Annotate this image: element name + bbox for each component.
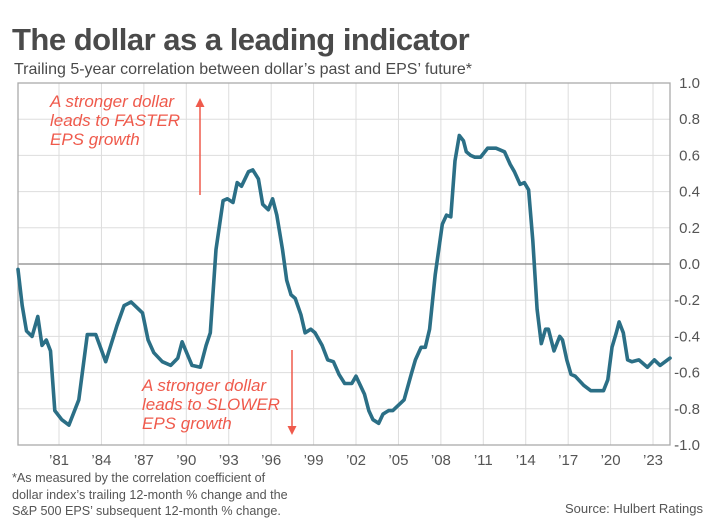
footnote-line: S&P 500 EPS’ subsequent 12-month % chang…: [12, 504, 281, 518]
y-tick-label: -1.0: [674, 437, 700, 454]
y-tick-label: 0.8: [679, 111, 700, 128]
plot-frame: [17, 82, 671, 446]
x-tick-label: ’99: [304, 452, 324, 469]
x-tick-label: ’05: [388, 452, 408, 469]
x-tick-label: ’17: [558, 452, 578, 469]
annotation-text-slower: leads to SLOWER: [142, 395, 280, 414]
y-tick-label: -0.8: [674, 401, 700, 418]
x-tick-label: ’08: [431, 452, 451, 469]
x-tick-label: ’11: [474, 452, 493, 469]
annotation-text-faster: A stronger dollar: [49, 92, 175, 111]
y-axis-ticks: 1.0 0.8 0.6 0.4 0.2 0.0 -0.2 -0.4 -0.6 -0.8 -1.0: [674, 75, 700, 454]
x-tick-label: ’84: [91, 452, 111, 469]
x-tick-label: ’87: [134, 452, 154, 469]
arrow-up-head-icon: [195, 98, 205, 107]
x-tick-label: ’23: [643, 452, 663, 469]
y-tick-label: 0.6: [679, 147, 700, 164]
y-tick-label: -0.2: [674, 292, 700, 309]
footnote-line: dollar index’s trailing 12-month % chang…: [12, 487, 288, 502]
x-tick-label: ’14: [516, 452, 536, 469]
y-tick-label: 1.0: [679, 75, 700, 92]
footnote-line: *As measured by the correlation coeffici…: [12, 471, 266, 485]
arrow-down-head-icon: [287, 426, 297, 435]
gridlines: [17, 82, 671, 446]
y-tick-label: -0.6: [674, 365, 700, 382]
y-tick-label: -0.4: [674, 328, 700, 345]
series-line-correlation: [16, 133, 672, 427]
x-tick-label: ’20: [601, 452, 621, 469]
x-axis-ticks: ’81 ’84 ’87 ’90 ’93 ’96 ’99 ’02 ’05 ’08 ’11 ’14 ’17 ’…: [49, 452, 663, 469]
x-tick-label: ’02: [346, 452, 366, 469]
y-tick-label: 0.2: [679, 220, 700, 237]
footnote: *As measured by the correlation coeffici…: [12, 470, 288, 520]
annotation-text-faster: leads to FASTER: [50, 111, 180, 130]
annotation-text-faster: EPS growth: [50, 130, 140, 149]
annotation-text-slower: A stronger dollar: [141, 376, 267, 395]
chart-subtitle: Trailing 5-year correlation between doll…: [14, 61, 473, 78]
x-tick-label: ’90: [176, 452, 196, 469]
x-tick-label: ’93: [219, 452, 239, 469]
y-tick-label: 0.0: [679, 256, 700, 273]
x-tick-label: ’96: [261, 452, 281, 469]
source-label: Source: Hulbert Ratings: [564, 501, 703, 516]
y-tick-label: 0.4: [679, 184, 700, 201]
chart-title: The dollar as a leading indicator: [12, 22, 470, 57]
x-tick-label: ’81: [49, 452, 69, 469]
annotation-text-slower: EPS growth: [142, 414, 232, 433]
